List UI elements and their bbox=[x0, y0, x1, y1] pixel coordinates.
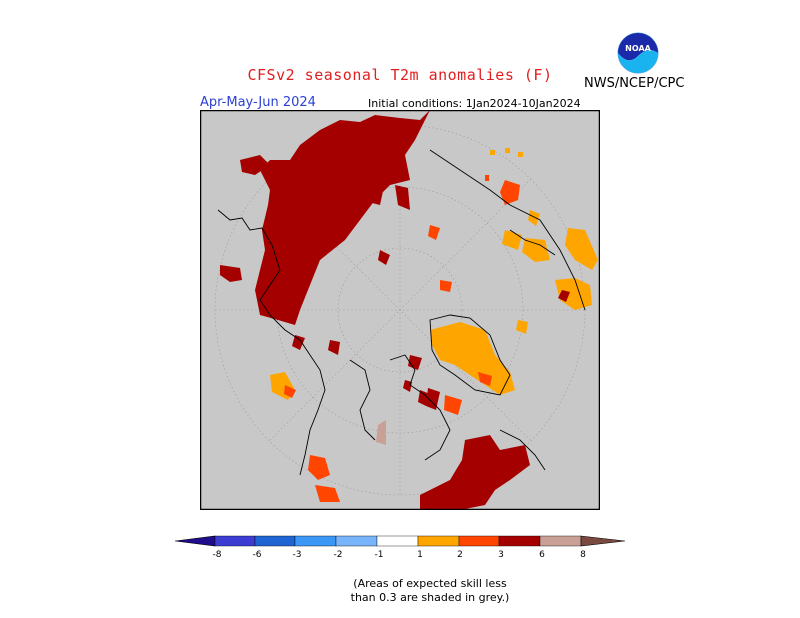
anomaly-canada bbox=[403, 320, 528, 415]
legend-arrow-cold-icon bbox=[175, 535, 216, 547]
legend-tick: -2 bbox=[334, 550, 343, 560]
initial-conditions-label: Initial conditions: 1Jan2024-10Jan2024 bbox=[368, 97, 581, 110]
noaa-logo-icon: NOAA bbox=[617, 32, 659, 74]
anomaly-greenland-atlantic bbox=[418, 390, 530, 510]
legend-tick: 2 bbox=[457, 550, 463, 560]
season-label: Apr-May-Jun 2024 bbox=[200, 95, 316, 110]
skill-footnote-line: than 0.3 are shaded in grey.) bbox=[350, 591, 510, 604]
legend-tick: 1 bbox=[417, 550, 423, 560]
skill-footnote-line: (Areas of expected skill less bbox=[353, 577, 507, 590]
legend-tick: -1 bbox=[375, 550, 384, 560]
legend-arrow-warm-icon bbox=[580, 535, 625, 547]
anomaly-europe bbox=[270, 372, 386, 502]
legend-tick: -3 bbox=[293, 550, 302, 560]
noaa-logo-text: NOAA bbox=[625, 44, 651, 53]
legend-tick: 6 bbox=[539, 550, 545, 560]
legend-tick: -8 bbox=[213, 550, 222, 560]
anomaly-eurasia bbox=[240, 110, 430, 355]
legend-tick: -6 bbox=[253, 550, 262, 560]
graticule bbox=[214, 124, 586, 496]
skill-footnote: (Areas of expected skill less than 0.3 a… bbox=[300, 577, 560, 605]
legend-tick: 3 bbox=[498, 550, 504, 560]
anomaly-eurasia-west bbox=[220, 265, 305, 350]
map-title: CFSv2 seasonal T2m anomalies (F) bbox=[247, 66, 553, 84]
anomaly-map bbox=[200, 110, 600, 510]
map-frame bbox=[200, 110, 600, 510]
agency-label: NWS/NCEP/CPC bbox=[584, 76, 685, 91]
coastlines bbox=[217, 149, 586, 476]
legend-tick: 8 bbox=[580, 550, 586, 560]
color-legend: -8 -6 -3 -2 -1 1 2 3 6 8 bbox=[175, 535, 625, 560]
